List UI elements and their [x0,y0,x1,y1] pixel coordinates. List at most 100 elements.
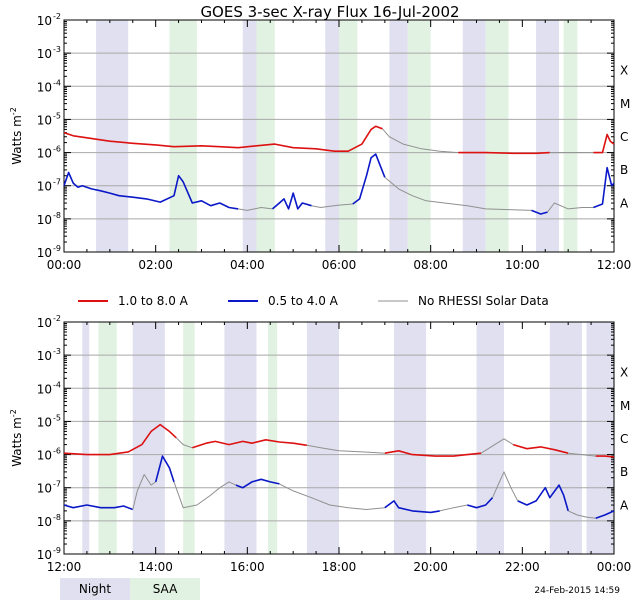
y-tick-label: 10 [37,80,52,94]
night-band [586,322,614,554]
y-axis-label-exponent: -2 [9,409,18,417]
flare-class-label: A [620,196,629,210]
night-band [549,322,582,554]
flare-class-label: B [620,465,628,479]
bottom-key: Night SAA [60,578,200,600]
series-long-line [512,443,569,454]
x-tick-label: 12:00 [47,560,82,574]
x-tick-label: 12:00 [597,258,632,272]
x-tick-label: 10:00 [505,258,540,272]
x-tick-label: 18:00 [322,560,357,574]
y-tick-exponent: -8 [53,211,61,220]
night-band [132,322,165,554]
series-nodata-line [132,474,156,510]
night-band [242,20,257,252]
x-tick-label: 14:00 [138,560,173,574]
series-short-line [63,504,134,511]
saa-band [169,20,197,252]
y-tick-exponent: -6 [53,447,61,456]
y-tick-exponent: -4 [53,380,61,389]
night-band [394,322,427,554]
y-tick-label: 10 [37,213,52,227]
saa-band [563,20,578,252]
y-tick-exponent: -3 [53,347,61,356]
legend-short-label: 0.5 to 4.0 A [268,294,339,308]
chart-title: GOES 3-sec X-ray Flux 16-Jul-2002 [200,3,459,21]
flare-class-label: C [620,130,628,144]
x-tick-label: 06:00 [322,258,357,272]
night-band [325,20,339,252]
night-key-label: Night [79,582,112,596]
series-nodata-line [547,202,594,213]
y-tick-label: 10 [37,316,52,330]
flare-class-label: C [620,432,628,446]
y-tick-label: 10 [37,415,52,429]
y-tick-label: 10 [37,47,52,61]
night-band [82,322,90,554]
y-tick-label: 10 [37,14,52,28]
night-band [306,322,339,554]
legend-long-label: 1.0 to 8.0 A [118,294,189,308]
series-nodata-line [238,207,273,211]
y-tick-exponent: -9 [53,546,61,555]
y-tick-exponent: -9 [53,244,61,253]
upper-panel: 10-910-810-710-610-510-410-310 -200:00 02:… [9,12,631,272]
flare-class-label: A [620,498,629,512]
y-tick-exponent: -2 [53,314,61,323]
y-axis-label: Watts m-2 [9,409,24,467]
series-long-line [63,125,383,152]
x-tick-label: 00:00 [597,560,632,574]
y-tick-exponent: -6 [53,145,61,154]
flare-class-label: M [620,97,630,111]
x-tick-label: 16:00 [230,560,265,574]
series-long-line [458,151,550,155]
x-tick-label: 08:00 [413,258,448,272]
flare-class-label: X [620,366,628,380]
legend: 1.0 to 8.0 A 0.5 to 4.0 A No RHESSI Sola… [78,294,549,308]
y-tick-exponent: -3 [53,45,61,54]
series-nodata-line [306,444,385,454]
series-nodata-line [311,203,353,208]
x-tick-label: 20:00 [413,560,448,574]
series-nodata-line [567,510,596,519]
x-tick-label: 04:00 [230,258,265,272]
saa-band [339,20,358,252]
y-tick-label: 10 [37,515,52,529]
y-tick-label: 10 [37,246,52,260]
night-key-swatch [60,578,130,600]
saa-band [267,322,278,554]
y-tick-label: 10 [37,382,52,396]
y-tick-label: 10 [37,180,52,194]
y-tick-exponent: -4 [53,78,61,87]
saa-band [485,20,509,252]
series-short-line [352,153,386,205]
saa-key-swatch [130,578,200,600]
series-nodata-line [279,483,385,510]
night-band [476,322,504,554]
x-tick-label: 00:00 [47,258,82,272]
x-tick-label: 22:00 [505,560,540,574]
y-tick-exponent: -7 [53,178,61,187]
y-tick-exponent: -2 [53,12,61,21]
series-nodata-line [173,481,237,509]
series-long-line [63,423,177,456]
series-short-line [593,166,615,209]
y-tick-exponent: -5 [53,111,61,120]
series-short-line [63,171,239,210]
lower-panel: 10-910-810-710-610-510-410-310 -212:00 14:… [9,314,631,574]
flare-class-label: B [620,163,628,177]
saa-band [98,322,117,554]
y-axis-label: Watts m-2 [9,107,24,165]
y-tick-label: 10 [37,113,52,127]
series-nodata-line [382,128,459,154]
series-nodata-line [439,504,468,512]
night-band [389,20,408,252]
series-nodata-line [568,452,596,457]
y-tick-label: 10 [37,548,52,562]
saa-key-label: SAA [153,582,178,596]
night-band [224,322,257,554]
series-short-line [517,484,569,512]
x-tick-label: 02:00 [138,258,173,272]
series-nodata-line [480,438,514,454]
y-tick-label: 10 [37,482,52,496]
